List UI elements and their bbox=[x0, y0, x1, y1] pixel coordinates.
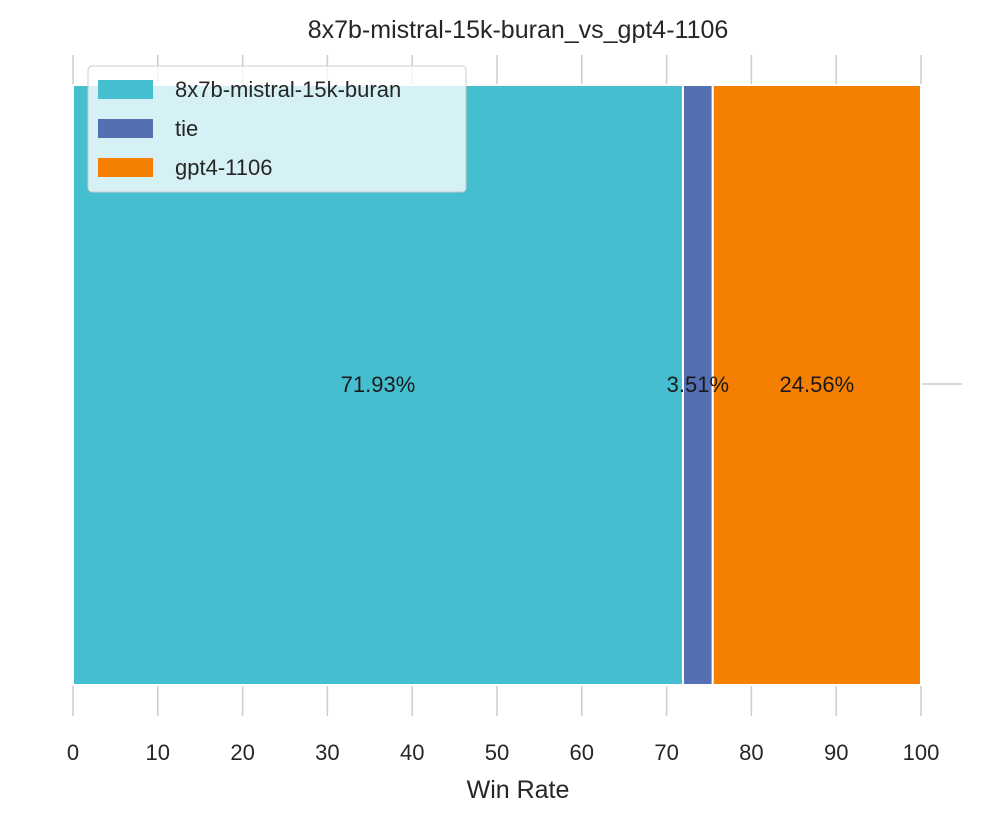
x-axis-label: Win Rate bbox=[467, 776, 570, 804]
x-tick-label: 10 bbox=[146, 740, 170, 765]
x-tick-label: 80 bbox=[739, 740, 763, 765]
data-labels: 71.93% 3.51% 24.56% bbox=[341, 372, 855, 397]
x-tick-labels: 0 10 20 30 40 50 60 70 80 90 100 bbox=[67, 740, 939, 765]
legend-box bbox=[87, 65, 467, 193]
x-tick-label: 70 bbox=[654, 740, 678, 765]
x-tick-label: 40 bbox=[400, 740, 424, 765]
x-tick-label: 100 bbox=[903, 740, 940, 765]
x-tick-label: 20 bbox=[230, 740, 254, 765]
legend-swatch bbox=[98, 80, 153, 99]
legend-label: 8x7b-mistral-15k-buran bbox=[175, 77, 401, 102]
x-tick-label: 90 bbox=[824, 740, 848, 765]
bar-segment bbox=[711, 84, 922, 686]
legend-swatch bbox=[98, 119, 153, 138]
x-tick-label: 50 bbox=[485, 740, 509, 765]
data-label: 24.56% bbox=[780, 372, 855, 397]
bar-segment bbox=[681, 84, 714, 686]
legend-label: tie bbox=[175, 116, 198, 141]
x-tick-label: 0 bbox=[67, 740, 79, 765]
x-tick-label: 60 bbox=[570, 740, 594, 765]
data-label: 71.93% bbox=[341, 372, 416, 397]
x-tick-label: 30 bbox=[315, 740, 339, 765]
bottom-ticks bbox=[72, 686, 922, 716]
data-label: 3.51% bbox=[667, 372, 729, 397]
legend-label: gpt4-1106 bbox=[175, 155, 272, 180]
legend: 8x7b-mistral-15k-buran tie gpt4-1106 bbox=[87, 65, 467, 193]
chart-title: 8x7b-mistral-15k-buran_vs_gpt4-1106 bbox=[308, 16, 729, 44]
legend-swatch bbox=[98, 158, 153, 177]
